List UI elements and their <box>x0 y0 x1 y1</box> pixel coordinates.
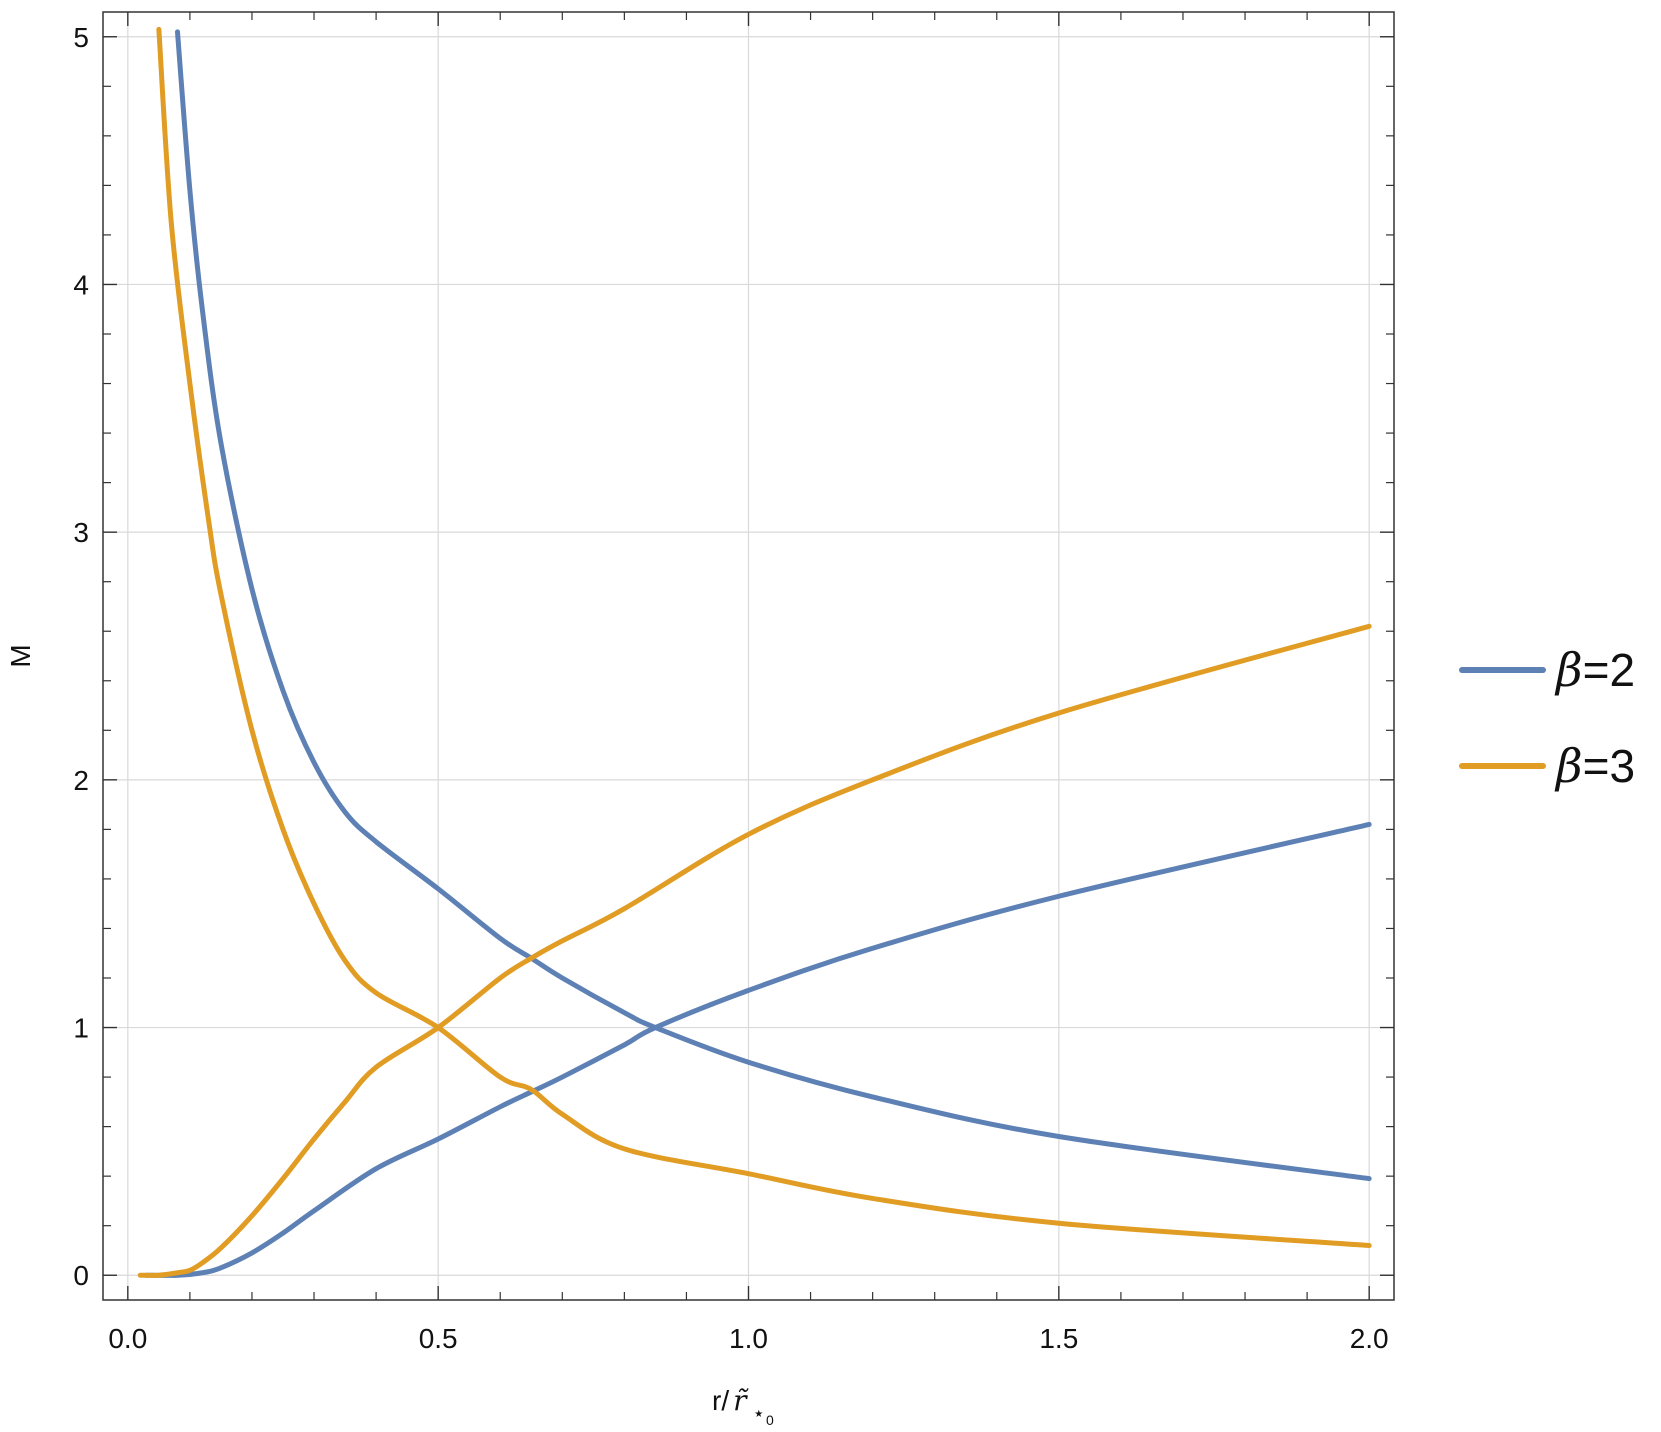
y-tick-label: 0 <box>73 1260 89 1291</box>
y-tick-label: 1 <box>73 1013 89 1044</box>
series-line-beta-3-decreasing <box>156 26 1372 1249</box>
legend: β=2β=3 <box>1459 643 1635 793</box>
y-tick-label: 2 <box>73 765 89 796</box>
tick-labels: 0.0 0.5 1.0 1.5 2.0 0 1 2 3 4 5 <box>73 22 1388 1354</box>
series-line-beta-2-increasing <box>143 821 1372 1278</box>
legend-beta-symbol: β <box>1554 643 1583 697</box>
legend-value: =2 <box>1583 644 1635 696</box>
x-tick-label: 2.0 <box>1350 1323 1389 1354</box>
series-lines <box>137 26 1372 1278</box>
x-tick-label: 1.0 <box>729 1323 768 1354</box>
x-tick-label: 0.5 <box>419 1323 458 1354</box>
series-line-beta-3-increasing <box>137 623 1372 1278</box>
y-tick-label: 3 <box>73 517 89 548</box>
x-tick-label: 1.5 <box>1039 1323 1078 1354</box>
x-axis-label: r/r̃ ⋆0 <box>712 1384 774 1428</box>
legend-label-beta-3: β=3 <box>1554 739 1635 793</box>
legend-value: =3 <box>1583 740 1635 792</box>
legend-beta-symbol: β <box>1554 739 1583 793</box>
axis-ticks <box>103 12 1394 1300</box>
series-line-beta-2-decreasing <box>174 29 1372 1182</box>
x-tick-label: 0.0 <box>108 1323 147 1354</box>
x-axis-label-text: r/ <box>712 1385 729 1416</box>
gridlines <box>103 12 1394 1300</box>
x-axis-label-subscript: ⋆ <box>753 1403 766 1425</box>
y-tick-label: 4 <box>73 269 89 300</box>
legend-label-beta-2: β=2 <box>1554 643 1635 697</box>
x-axis-label-subsubscript: 0 <box>766 1412 774 1428</box>
y-tick-label: 5 <box>73 22 89 53</box>
y-axis-label: M <box>5 644 36 667</box>
x-axis-label-symbol: r̃ <box>733 1384 749 1417</box>
